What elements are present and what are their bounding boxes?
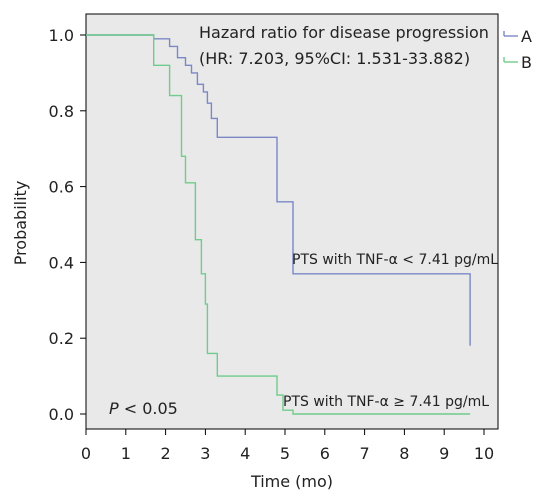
labels: Hazard ratio for disease progression (HR…: [11, 23, 498, 491]
x-axis-label: Time (mo): [250, 472, 333, 491]
legend-label-a: A: [521, 27, 532, 46]
y-tick-label: 0.8: [49, 102, 74, 121]
p-value-symbol: P: [109, 399, 119, 418]
axes: 0 1 2 3 4 5 6 7 8 9 10 0.0 0.2 0.4 0.6 0.8 1.0: [49, 26, 495, 463]
legend-label-b: B: [521, 53, 532, 72]
y-axis-label: Probability: [11, 181, 30, 266]
plot-background: [85, 13, 499, 430]
x-tick-label: 5: [280, 444, 290, 463]
p-value: P < 0.05: [109, 399, 178, 418]
y-tick-label: 1.0: [49, 26, 74, 45]
y-tick-label: 0.4: [49, 253, 74, 272]
x-tick-label: 3: [200, 444, 210, 463]
title-line-2: (HR: 7.203, 95%CI: 1.531-33.882): [199, 49, 470, 68]
y-tick-label: 0.6: [49, 178, 74, 197]
x-tick-label: 0: [81, 444, 91, 463]
annotation-series-a: PTS with TNF-α < 7.41 pg/mL: [292, 252, 498, 268]
series-b-line: [86, 34, 471, 415]
x-tick-label: 10: [474, 444, 494, 463]
x-tick-label: 4: [240, 444, 250, 463]
x-tick-label: 6: [320, 444, 330, 463]
p-value-text: < 0.05: [119, 399, 178, 418]
series-a-line: [86, 34, 471, 346]
x-tick-label: 9: [439, 444, 449, 463]
y-tick-label: 0.2: [49, 329, 74, 348]
survival-curves: [86, 34, 471, 415]
y-tick-label: 0.0: [49, 405, 74, 424]
x-tick-label: 7: [360, 444, 370, 463]
legend: AB: [503, 27, 532, 72]
x-tick-label: 8: [399, 444, 409, 463]
title-line-1: Hazard ratio for disease progression: [199, 23, 489, 42]
x-tick-label: 2: [161, 444, 171, 463]
x-tick-label: 1: [121, 444, 131, 463]
annotation-series-b: PTS with TNF-α ≥ 7.41 pg/mL: [283, 394, 489, 410]
